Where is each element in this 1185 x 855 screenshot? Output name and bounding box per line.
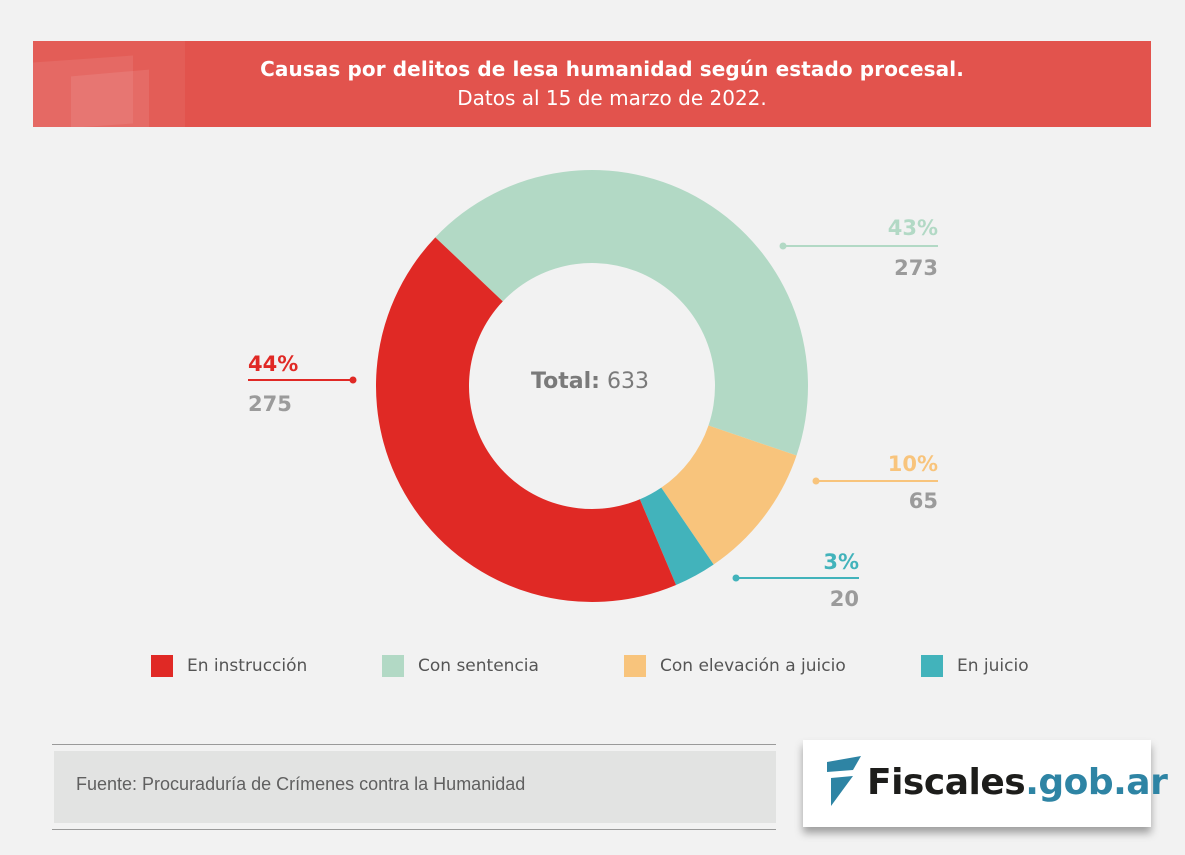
- percent-label: 10%: [887, 452, 938, 476]
- logo-wordmark: Fiscales.gob.ar: [867, 762, 1168, 803]
- count-label: 20: [829, 587, 859, 611]
- legend-swatch: [382, 655, 404, 677]
- percent-label: 44%: [248, 352, 299, 376]
- count-label: 65: [908, 489, 938, 513]
- percent-label: 43%: [887, 216, 938, 240]
- title-banner: Causas por delitos de lesa humanidad seg…: [33, 41, 1151, 127]
- count-label: 275: [248, 392, 292, 416]
- banner-decoration: [33, 41, 185, 127]
- source-background: [54, 751, 776, 823]
- leader-dot: [812, 477, 820, 485]
- logo-domain: .gob.ar: [1025, 762, 1168, 803]
- legend-label: Con elevación a juicio: [660, 656, 846, 676]
- legend-item-en-instruccion: En instrucción: [151, 655, 307, 677]
- chart-title: Causas por delitos de lesa humanidad seg…: [260, 57, 964, 81]
- center-total-label: Total: 633: [490, 369, 690, 394]
- donut-slice-con-sentencia: [435, 169, 808, 456]
- donut-slice-con-elevaci-n-a-juicio: [661, 425, 797, 565]
- leader-line-en-juicio: [732, 574, 859, 582]
- fiscales-f-icon: [827, 756, 861, 806]
- chart-legend: En instrucción Con sentencia Con elevaci…: [0, 655, 1185, 677]
- legend-item-con-elevacion: Con elevación a juicio: [624, 655, 846, 677]
- logo-name: Fiscales: [867, 762, 1026, 803]
- leader-line-con-elevacion: [812, 477, 938, 485]
- leader-dot: [349, 376, 357, 384]
- source-box: Fuente: Procuraduría de Crímenes contra …: [52, 744, 776, 830]
- donut-slice-en-instrucci-n: [375, 237, 677, 602]
- leader-line-con-sentencia: [779, 242, 938, 250]
- source-text: Fuente: Procuraduría de Crímenes contra …: [76, 774, 526, 794]
- legend-swatch: [921, 655, 943, 677]
- donut-slice-en-juicio: [639, 487, 714, 585]
- legend-label: En instrucción: [187, 656, 308, 676]
- leader-dot: [779, 242, 787, 250]
- count-label: 273: [894, 256, 938, 280]
- total-value: 633: [606, 369, 649, 394]
- percent-label: 3%: [823, 550, 859, 574]
- legend-label: Con sentencia: [418, 656, 539, 676]
- legend-item-en-juicio: En juicio: [921, 655, 1029, 677]
- legend-label: En juicio: [957, 656, 1029, 676]
- leader-dot: [732, 574, 740, 582]
- fiscales-logo[interactable]: Fiscales.gob.ar: [803, 740, 1168, 827]
- legend-swatch: [151, 655, 173, 677]
- total-prefix: Total:: [531, 369, 600, 394]
- legend-item-con-sentencia: Con sentencia: [382, 655, 539, 677]
- leader-line-en-instruccion: [248, 376, 357, 384]
- chart-subtitle: Datos al 15 de marzo de 2022.: [457, 86, 767, 110]
- legend-swatch: [624, 655, 646, 677]
